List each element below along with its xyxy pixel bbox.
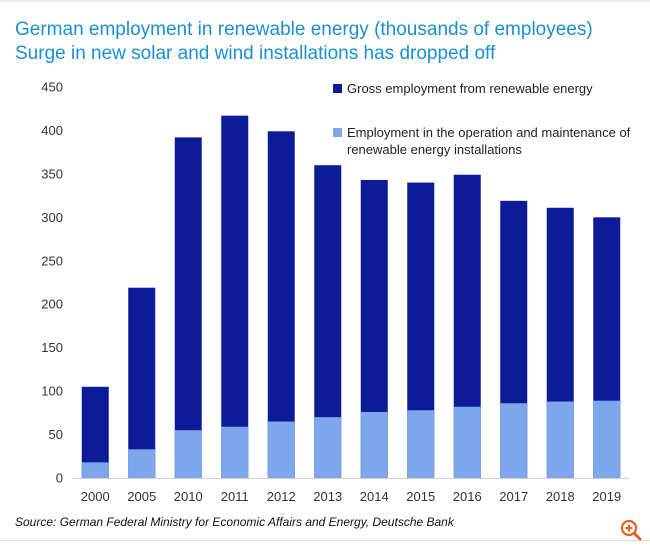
source-note: Source: German Federal Ministry for Econ…	[15, 515, 454, 529]
x-axis-ticks: 2000 2005 2010 2011 2012 2013 2014 2015 2016 2017…	[81, 489, 621, 504]
y-tick-label: 350	[41, 166, 63, 181]
bar-operation-2019	[593, 400, 621, 478]
x-tick-label: 2019	[592, 489, 621, 504]
y-axis-ticks: 0 50 100 150 200 250 300 350 400 450	[41, 80, 63, 486]
y-tick-label: 250	[41, 253, 63, 268]
top-rule	[0, 0, 650, 2]
zoom-in-icon[interactable]	[619, 518, 643, 542]
bar-operation-2013	[314, 417, 342, 478]
bar-gross-2010	[174, 137, 202, 478]
x-tick-label: 2005	[127, 489, 156, 504]
bar-operation-2015	[407, 410, 435, 478]
x-tick-label: 2014	[360, 489, 389, 504]
y-tick-label: 0	[56, 471, 63, 486]
legend-swatch-gross	[333, 84, 342, 93]
y-tick-label: 50	[49, 427, 63, 442]
bar-operation-2014	[360, 411, 388, 478]
bar-operation-2012	[267, 421, 295, 478]
y-tick-label: 150	[41, 340, 63, 355]
y-tick-label: 450	[41, 80, 63, 95]
bar-operation-2016	[453, 406, 481, 478]
y-tick-label: 200	[41, 297, 63, 312]
y-tick-label: 100	[41, 384, 63, 399]
bar-operation-2010	[174, 430, 202, 478]
y-tick-label: 300	[41, 210, 63, 225]
x-tick-label: 2000	[81, 489, 110, 504]
bar-gross-2011	[221, 115, 249, 478]
x-tick-label: 2010	[174, 489, 203, 504]
legend-label-gross: Gross employment from renewable energy	[347, 81, 593, 96]
x-tick-label: 2015	[406, 489, 435, 504]
x-tick-label: 2016	[453, 489, 482, 504]
x-tick-label: 2011	[221, 489, 249, 504]
chart-subtitle: Surge in new solar and wind installation…	[15, 43, 496, 64]
bar-gross-2005	[128, 287, 156, 478]
legend-swatch-operation	[333, 128, 342, 137]
bar-operation-2011	[221, 426, 249, 478]
legend-label-operation: Employment in the operation and maintena…	[347, 125, 631, 157]
bar-operation-2018	[546, 401, 574, 478]
bar-gross-2012	[267, 131, 295, 478]
bar-operation-2005	[128, 449, 156, 478]
y-tick-label: 400	[41, 123, 63, 138]
legend: Gross employment from renewable energy E…	[333, 81, 631, 157]
x-tick-label: 2013	[313, 489, 342, 504]
bar-operation-2017	[500, 403, 528, 478]
x-tick-label: 2018	[546, 489, 575, 504]
x-tick-label: 2017	[499, 489, 528, 504]
bars	[81, 115, 621, 479]
chart-title: German employment in renewable energy (t…	[15, 19, 593, 40]
bottom-rule	[0, 540, 650, 541]
x-tick-label: 2012	[267, 489, 296, 504]
bar-operation-2000	[81, 462, 109, 478]
